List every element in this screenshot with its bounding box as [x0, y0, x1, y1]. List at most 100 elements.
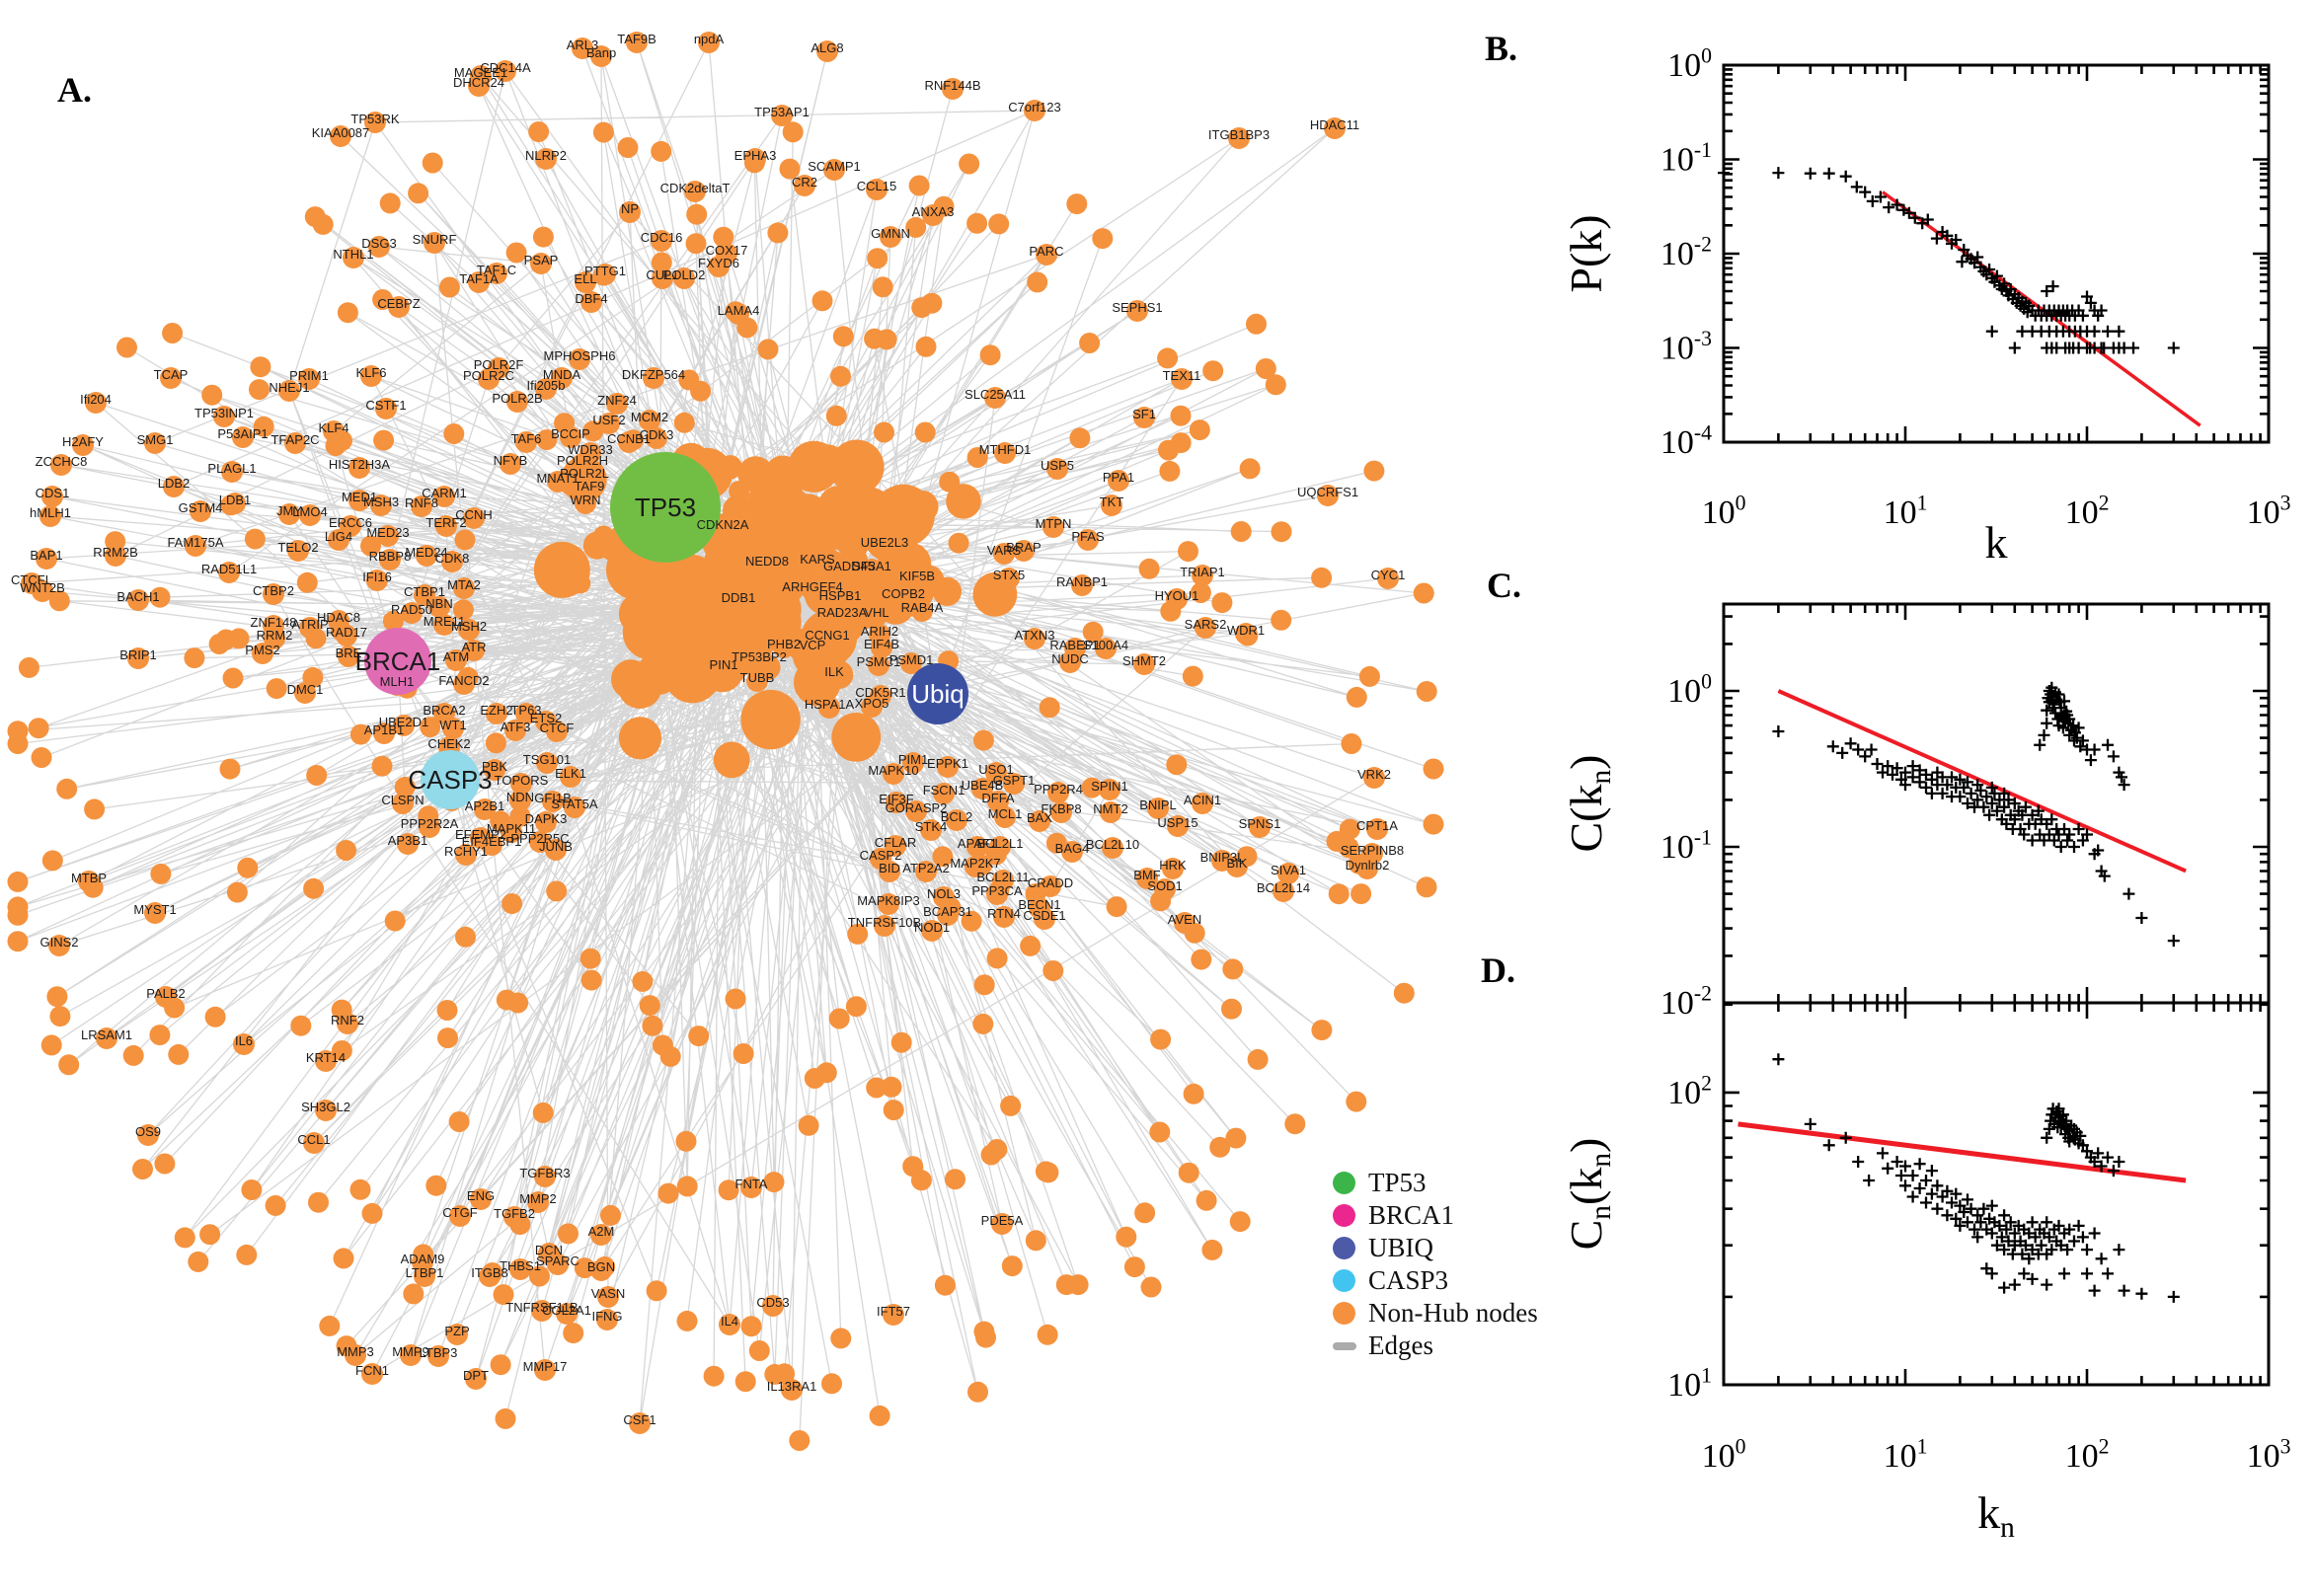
- network-node: [468, 75, 490, 97]
- network-node-label: TAF1C: [477, 263, 516, 277]
- legend-item-edges: Edges: [1333, 1330, 1538, 1362]
- network-node-label: BCL2L11: [976, 870, 1029, 884]
- plot-B-frame: [1722, 63, 2271, 444]
- network-node: [155, 986, 177, 1008]
- network-node-label: VARS: [987, 543, 1022, 558]
- network-node: [1047, 782, 1069, 803]
- network-node-label: ARL3: [567, 38, 599, 52]
- network-node: [479, 1265, 501, 1287]
- network-node-label: RAD17: [326, 625, 367, 640]
- network-node: [534, 1359, 556, 1381]
- network-node: [144, 432, 166, 454]
- network-node-label: CSF1: [623, 1412, 656, 1427]
- network-node-label: Ifi205b: [526, 378, 565, 393]
- network-node-label: BRIP1: [119, 647, 157, 662]
- plot-D-fit-line: [1737, 1121, 2187, 1183]
- network-node-label: ERCC6: [329, 515, 372, 530]
- legend-item-label: UBIQ: [1368, 1233, 1433, 1262]
- network-node: [1024, 628, 1045, 649]
- plot-D-ticks: [1724, 1003, 2269, 1385]
- network-node: [861, 696, 883, 718]
- plot-B-xtick: 100: [1702, 491, 1746, 531]
- plot-C-ytick: 10-1: [1660, 825, 1712, 866]
- network-node-label: WDR1: [1227, 623, 1265, 638]
- network-node: [575, 271, 596, 293]
- network-node: [185, 535, 206, 557]
- network-node-label: SOD1: [1147, 878, 1182, 893]
- network-node-label: TELO2: [277, 540, 318, 555]
- network-node-label: HDAC8: [317, 610, 360, 625]
- network-node-label: CDS1: [36, 486, 70, 500]
- network-node: [338, 646, 359, 667]
- network-nodes: [21, 32, 1399, 1434]
- network-node: [515, 703, 537, 724]
- network-node: [364, 112, 386, 133]
- network-node-label: PIN1: [710, 657, 738, 672]
- network-node-label: TSG101: [523, 752, 571, 767]
- network-node: [41, 486, 63, 507]
- network-node-label: CDC16: [641, 230, 683, 245]
- network-node-label: PBK: [482, 759, 507, 774]
- network-node-label: MNDA: [543, 367, 581, 382]
- network-node: [673, 267, 695, 289]
- network-node-label: FNTA: [735, 1177, 768, 1191]
- network-node-label: HRK: [1159, 858, 1187, 873]
- network-node-label: BACH1: [116, 589, 159, 604]
- network-node-label: COL2A1: [542, 1303, 591, 1318]
- network-node-label: ALG8: [811, 40, 843, 55]
- plot-D-points: [1772, 1053, 2180, 1303]
- network-node: [698, 32, 720, 53]
- network-node: [816, 40, 838, 62]
- network-node: [96, 1027, 117, 1049]
- network-node-label: SF1: [1132, 407, 1156, 421]
- network-node-label: MLH1: [380, 674, 415, 689]
- network-node-label: BCL2L1: [977, 836, 1024, 851]
- network-node-label: FAM175A: [167, 535, 223, 550]
- network-node: [1377, 568, 1399, 589]
- network-node-label: STX5: [993, 568, 1026, 582]
- network-node-label: NOL3: [927, 886, 961, 901]
- network-node-label: KLF6: [355, 365, 386, 380]
- network-node: [264, 628, 285, 649]
- network-node: [294, 682, 316, 704]
- network-node-label: BMF: [1133, 868, 1161, 882]
- network-node-label: COX17: [706, 243, 748, 258]
- network-node: [878, 893, 899, 915]
- network-node-label: SPNS1: [1239, 816, 1281, 831]
- network-node-label: LIG4: [325, 529, 352, 544]
- network-node: [501, 821, 522, 843]
- network-node-label: MAPK11: [487, 821, 536, 836]
- network-node-label: USF2: [592, 413, 625, 427]
- network-node: [547, 1254, 569, 1275]
- network-node: [596, 1309, 618, 1330]
- network-node-label: BGN: [587, 1259, 615, 1274]
- network-node-label: TUBB: [740, 670, 775, 685]
- legend-color-dot: [1333, 1172, 1355, 1194]
- network-node: [560, 766, 581, 788]
- network-node-label: TCAP: [154, 367, 189, 382]
- network-node-label: RRM2: [257, 628, 293, 643]
- network-node: [509, 1258, 531, 1280]
- hub-Ubiq-label: Ubiq: [911, 679, 964, 709]
- network-node: [883, 763, 904, 785]
- hub-TP53: TP53: [610, 452, 721, 563]
- network-node: [400, 1344, 422, 1366]
- network-node: [414, 1265, 435, 1287]
- network-node-label: ATF3: [501, 720, 531, 734]
- network-node-label: POLD2: [663, 267, 706, 282]
- network-node-label: NFYB: [494, 453, 528, 468]
- network-node: [728, 590, 749, 612]
- network-node: [598, 413, 620, 434]
- network-node: [337, 1013, 358, 1034]
- legend-color-dot: [1333, 1269, 1355, 1292]
- network-node: [879, 861, 900, 882]
- legend-item-casp3: CASP3: [1333, 1264, 1538, 1297]
- network-node-label: TNFRSF10B: [848, 915, 921, 930]
- network-node-label: TAF9B: [617, 32, 656, 46]
- network-node-label: PHB2: [767, 637, 801, 651]
- plot-b: 100 10-1 10-2 10-3 10-4 100 101 102 103 k P(k): [1561, 43, 2291, 568]
- network-node: [360, 365, 382, 387]
- network-node-label: MPHOSPH6: [544, 348, 616, 363]
- network-node-label: UQCRFS1: [1297, 485, 1358, 499]
